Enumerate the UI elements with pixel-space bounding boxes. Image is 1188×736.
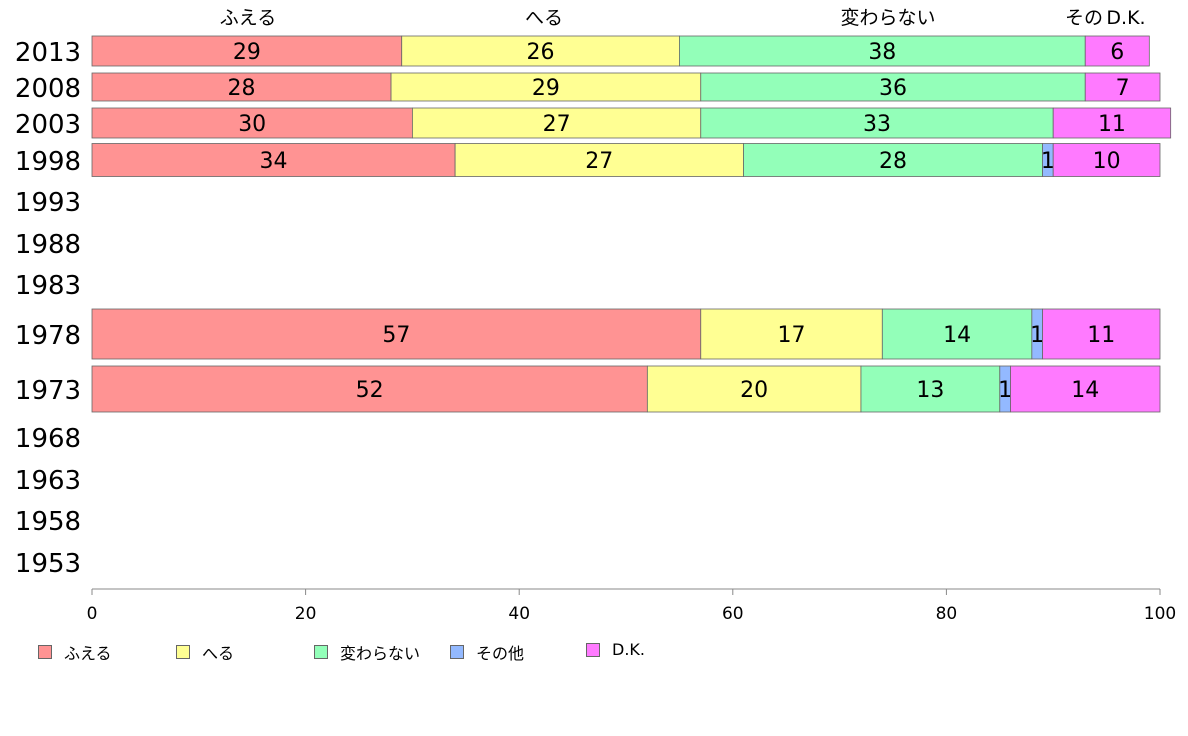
legend-swatch-heru: [176, 645, 190, 659]
data-label-2008-series-1: 29: [532, 76, 560, 101]
category-label-1988: 1988: [15, 230, 81, 260]
data-label-1973-series-2: 13: [916, 378, 944, 403]
data-label-1998-series-2: 28: [879, 149, 907, 174]
data-label-2003-series-0: 30: [238, 112, 266, 137]
data-label-1973-series-1: 20: [740, 378, 768, 403]
bar-1998-series-4: [1052, 143, 1161, 177]
legend-swatch-kawaranai: [314, 645, 328, 659]
data-label-1998-series-3: 1: [1041, 149, 1055, 174]
legend-item-sonota: その他: [450, 640, 524, 664]
bar-1973-series-1: [646, 365, 862, 413]
x-tick-label-0: 0: [87, 604, 98, 624]
data-label-1973-series-3: 1: [998, 378, 1012, 403]
bar-2013-series-4: [1084, 35, 1150, 67]
legend-swatch-sonota: [450, 645, 464, 659]
category-label-2003: 2003: [15, 110, 81, 140]
legend-item-kawaranai: 変わらない: [314, 640, 420, 664]
x-tick-label-40: 40: [508, 604, 530, 624]
category-label-1968: 1968: [15, 424, 81, 454]
legend-label-heru: へる: [202, 644, 235, 663]
legend-item-dk: D.K.: [586, 640, 645, 659]
data-label-2013-series-0: 29: [233, 40, 261, 65]
category-label-1958: 1958: [15, 507, 81, 537]
top-label-4: D.K.: [1106, 7, 1145, 29]
legend-label-kawaranai: 変わらない: [340, 644, 421, 663]
bar-2003-series-1: [411, 107, 702, 139]
data-label-1978-series-0: 57: [382, 323, 410, 348]
legend-swatch-fueru: [38, 645, 52, 659]
data-label-1998-series-0: 34: [260, 149, 288, 174]
x-tick-label-100: 100: [1144, 604, 1176, 624]
x-tick-label-20: 20: [295, 604, 317, 624]
bar-1973-series-2: [860, 365, 1001, 413]
bar-1998-series-0: [91, 143, 456, 177]
bar-1978-series-1: [700, 308, 883, 360]
category-label-1983: 1983: [15, 271, 81, 301]
category-label-1978: 1978: [15, 321, 81, 351]
bar-2003-series-0: [91, 107, 413, 139]
legend-label-sonota: その他: [476, 644, 525, 663]
bar-1973-series-0: [91, 365, 648, 413]
data-label-2013-series-1: 26: [527, 40, 555, 65]
bar-2003-series-4: [1052, 107, 1172, 139]
data-label-1973-series-4: 14: [1071, 378, 1099, 403]
x-tick-label-60: 60: [722, 604, 744, 624]
data-label-1973-series-0: 52: [356, 378, 384, 403]
data-label-1998-series-1: 27: [585, 149, 613, 174]
data-label-2008-series-2: 36: [879, 76, 907, 101]
top-label-0: ふえる: [220, 7, 276, 29]
data-label-2008-series-4: 7: [1116, 76, 1130, 101]
top-label-2: 変わらない: [840, 7, 935, 29]
top-label-1: へる: [525, 7, 563, 29]
bar-1978-series-2: [881, 308, 1033, 360]
bar-2008-series-2: [700, 72, 1086, 102]
bar-2013-series-0: [91, 35, 403, 67]
data-label-2013-series-4: 6: [1110, 40, 1124, 65]
category-label-2008: 2008: [15, 74, 81, 104]
bar-2013-series-1: [401, 35, 680, 67]
category-label-1998: 1998: [15, 147, 81, 177]
bar-2008-series-1: [390, 72, 702, 102]
data-label-1978-series-2: 14: [943, 323, 971, 348]
legend-swatch-dk: [586, 642, 600, 657]
bar-2008-series-4: [1084, 72, 1161, 102]
category-label-1963: 1963: [15, 466, 81, 496]
data-label-1978-series-1: 17: [778, 323, 806, 348]
data-label-2013-series-2: 38: [868, 40, 896, 65]
legend-label-fueru: ふえる: [64, 644, 112, 663]
top-label-3: その: [1065, 7, 1103, 29]
legend-label-dk: D.K.: [612, 640, 645, 659]
bar-2008-series-0: [91, 72, 392, 102]
bar-1978-series-4: [1042, 308, 1161, 360]
category-label-2013: 2013: [15, 38, 81, 68]
bar-2013-series-2: [679, 35, 1086, 67]
data-label-2003-series-4: 11: [1098, 112, 1126, 137]
data-label-2003-series-2: 33: [863, 112, 891, 137]
category-label-1953: 1953: [15, 549, 81, 579]
x-tick-label-80: 80: [936, 604, 958, 624]
data-label-1998-series-4: 10: [1093, 149, 1121, 174]
legend-item-heru: へる: [176, 640, 234, 664]
data-label-2008-series-0: 28: [228, 76, 256, 101]
category-label-1973: 1973: [15, 376, 81, 406]
data-label-1978-series-3: 1: [1030, 323, 1044, 348]
data-label-2003-series-1: 27: [543, 112, 571, 137]
legend-item-fueru: ふえる: [38, 640, 112, 664]
category-label-1993: 1993: [15, 188, 81, 218]
bar-1973-series-4: [1010, 365, 1161, 413]
data-label-1978-series-4: 11: [1087, 323, 1115, 348]
bar-1998-series-1: [454, 143, 744, 177]
